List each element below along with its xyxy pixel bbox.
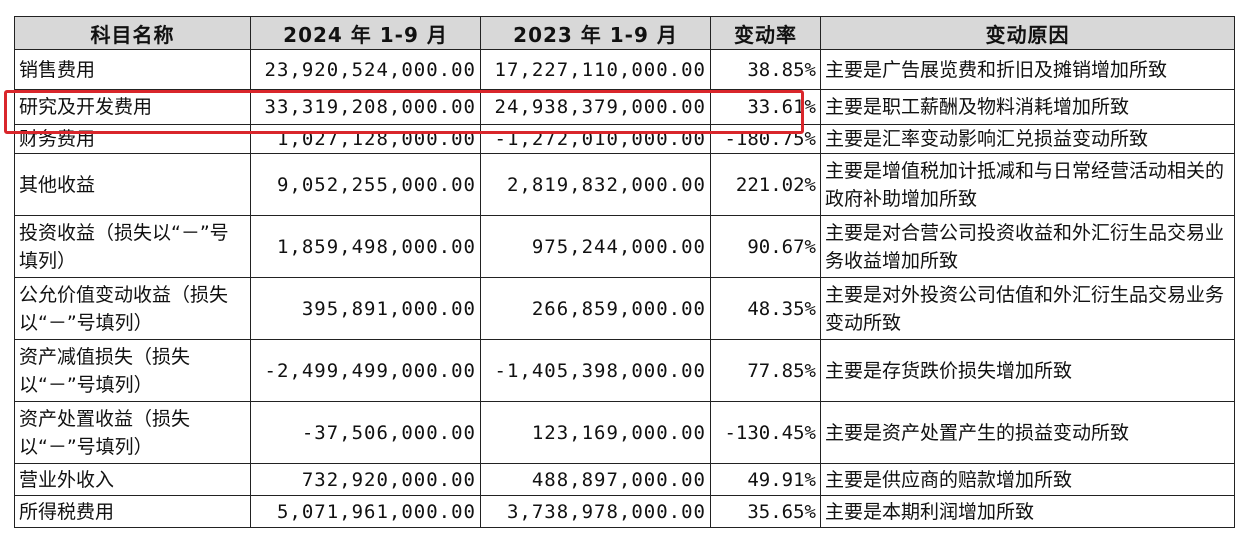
row-value-2023: -1,405,398,000.00: [480, 339, 711, 402]
row-subject: 销售费用: [14, 49, 251, 90]
row-change-rate: 35.65%: [710, 495, 821, 528]
table-row: 财务费用 1,027,128,000.00 -1,272,010,000.00 …: [14, 124, 1235, 154]
row-subject: 所得税费用: [14, 495, 251, 528]
row-change-rate: 38.85%: [710, 49, 821, 90]
row-value-2024: 732,920,000.00: [250, 463, 481, 496]
financial-table: 科目名称 2024 年 1-9 月 2023 年 1-9 月 变动率 变动原因 …: [14, 16, 1235, 528]
row-subject: 研究及开发费用: [14, 89, 251, 125]
row-reason: 主要是职工薪酬及物料消耗增加所致: [820, 89, 1235, 125]
row-subject: 财务费用: [14, 124, 251, 154]
row-value-2024: 395,891,000.00: [250, 277, 481, 340]
row-change-rate: 33.61%: [710, 89, 821, 125]
row-change-rate: 49.91%: [710, 463, 821, 496]
row-value-2024: -2,499,499,000.00: [250, 339, 481, 402]
table-row: 其他收益 9,052,255,000.00 2,819,832,000.00 2…: [14, 153, 1235, 216]
row-change-rate: 77.85%: [710, 339, 821, 402]
row-value-2023: 975,244,000.00: [480, 215, 711, 278]
table-row: 资产减值损失（损失以“－”号填列） -2,499,499,000.00 -1,4…: [14, 339, 1235, 402]
row-value-2024: 33,319,208,000.00: [250, 89, 481, 125]
row-value-2023: -1,272,010,000.00: [480, 124, 711, 154]
row-change-rate: 90.67%: [710, 215, 821, 278]
row-value-2024: -37,506,000.00: [250, 401, 481, 464]
row-subject: 营业外收入: [14, 463, 251, 496]
row-subject: 公允价值变动收益（损失以“－”号填列）: [14, 277, 251, 340]
table-row: 销售费用 23,920,524,000.00 17,227,110,000.00…: [14, 49, 1235, 90]
row-reason: 主要是供应商的赔款增加所致: [820, 463, 1235, 496]
table-row: 资产处置收益（损失以“－”号填列） -37,506,000.00 123,169…: [14, 401, 1235, 464]
row-change-rate: 48.35%: [710, 277, 821, 340]
header-row: 科目名称 2024 年 1-9 月 2023 年 1-9 月 变动率 变动原因: [14, 16, 1235, 50]
row-reason: 主要是本期利润增加所致: [820, 495, 1235, 528]
row-value-2024: 1,859,498,000.00: [250, 215, 481, 278]
row-value-2024: 23,920,524,000.00: [250, 49, 481, 90]
table-row: 研究及开发费用 33,319,208,000.00 24,938,379,000…: [14, 89, 1235, 125]
row-subject: 其他收益: [14, 153, 251, 216]
row-change-rate: 221.02%: [710, 153, 821, 216]
row-value-2023: 488,897,000.00: [480, 463, 711, 496]
row-reason: 主要是广告展览费和折旧及摊销增加所致: [820, 49, 1235, 90]
row-reason: 主要是对外投资公司估值和外汇衍生品交易业务变动所致: [820, 277, 1235, 340]
table-row: 公允价值变动收益（损失以“－”号填列） 395,891,000.00 266,8…: [14, 277, 1235, 340]
header-period-2023: 2023 年 1-9 月: [480, 16, 711, 50]
table-row: 投资收益（损失以“－”号填列） 1,859,498,000.00 975,244…: [14, 215, 1235, 278]
row-value-2024: 1,027,128,000.00: [250, 124, 481, 154]
header-reason: 变动原因: [820, 16, 1235, 50]
row-reason: 主要是存货跌价损失增加所致: [820, 339, 1235, 402]
row-change-rate: -130.45%: [710, 401, 821, 464]
row-value-2024: 9,052,255,000.00: [250, 153, 481, 216]
header-period-2024: 2024 年 1-9 月: [250, 16, 481, 50]
header-subject: 科目名称: [14, 16, 251, 50]
table-row: 所得税费用 5,071,961,000.00 3,738,978,000.00 …: [14, 495, 1235, 528]
row-value-2023: 123,169,000.00: [480, 401, 711, 464]
row-value-2023: 24,938,379,000.00: [480, 89, 711, 125]
row-subject: 资产减值损失（损失以“－”号填列）: [14, 339, 251, 402]
row-reason: 主要是资产处置产生的损益变动所致: [820, 401, 1235, 464]
row-value-2023: 266,859,000.00: [480, 277, 711, 340]
table-row: 营业外收入 732,920,000.00 488,897,000.00 49.9…: [14, 463, 1235, 496]
row-value-2023: 3,738,978,000.00: [480, 495, 711, 528]
row-subject: 资产处置收益（损失以“－”号填列）: [14, 401, 251, 464]
row-reason: 主要是汇率变动影响汇兑损益变动所致: [820, 124, 1235, 154]
row-value-2023: 2,819,832,000.00: [480, 153, 711, 216]
row-value-2024: 5,071,961,000.00: [250, 495, 481, 528]
row-subject: 投资收益（损失以“－”号填列）: [14, 215, 251, 278]
row-reason: 主要是对合营公司投资收益和外汇衍生品交易业务收益增加所致: [820, 215, 1235, 278]
row-change-rate: -180.75%: [710, 124, 821, 154]
header-change-rate: 变动率: [710, 16, 821, 50]
row-reason: 主要是增值税加计抵减和与日常经营活动相关的政府补助增加所致: [820, 153, 1235, 216]
row-value-2023: 17,227,110,000.00: [480, 49, 711, 90]
